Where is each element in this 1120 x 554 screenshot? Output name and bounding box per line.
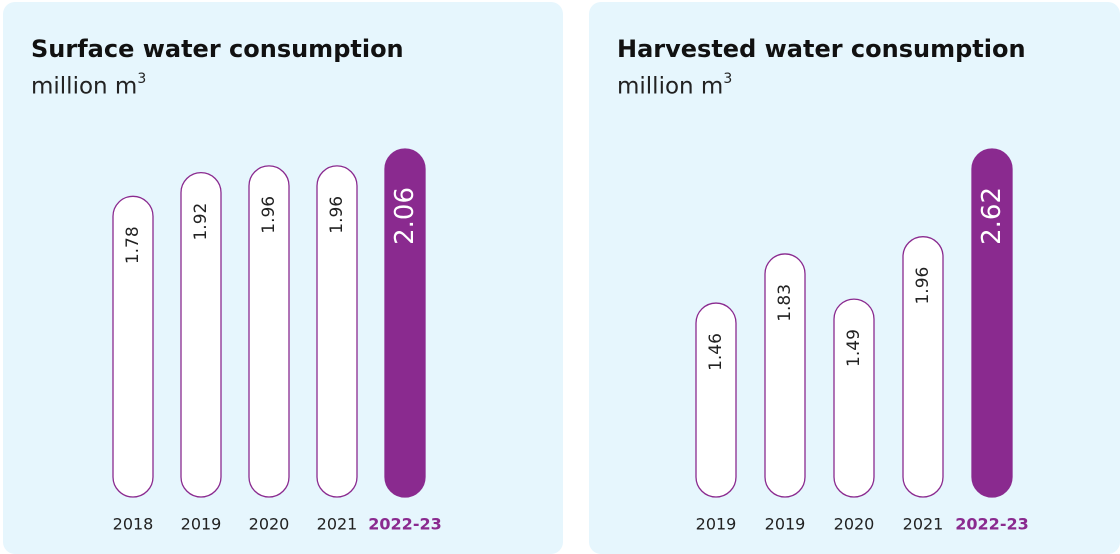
value-label: 1.92 xyxy=(191,203,211,241)
unit-label: million m3 xyxy=(617,71,733,100)
harvested-water-panel: Harvested water consumption million m3 1… xyxy=(589,2,1120,554)
value-label: 1.96 xyxy=(327,196,347,234)
bar-2019 xyxy=(764,253,806,498)
unit-superscript: 3 xyxy=(137,71,147,87)
category-label: 2019 xyxy=(696,515,737,534)
category-label: 2022-23 xyxy=(368,515,441,534)
value-label: 1.96 xyxy=(913,267,933,305)
chart-title: Harvested water consumption xyxy=(617,35,1026,63)
value-label: 2.62 xyxy=(977,187,1007,245)
bar-2019 xyxy=(695,302,737,498)
bar-2020 xyxy=(833,298,875,498)
value-label: 1.78 xyxy=(123,226,143,264)
category-label: 2022-23 xyxy=(955,515,1028,534)
value-label: 1.46 xyxy=(706,333,726,371)
category-label: 2021 xyxy=(903,515,944,534)
value-label: 1.83 xyxy=(775,284,795,322)
surface-water-bar-chart: 1.78 2018 1.92 2019 1.96 2020 1.96 2021 2.06 2022… xyxy=(112,148,442,534)
bar-2021 xyxy=(902,236,944,498)
unit-text: million m xyxy=(617,73,724,100)
bar-2022-23 xyxy=(971,148,1013,498)
unit-label: million m3 xyxy=(31,71,147,100)
value-label: 1.49 xyxy=(844,329,864,367)
unit-superscript: 3 xyxy=(723,71,733,87)
unit-text: million m xyxy=(31,73,138,100)
category-label: 2020 xyxy=(249,515,290,534)
category-label: 2019 xyxy=(765,515,806,534)
bar-2018 xyxy=(112,195,154,498)
bar-2022-23 xyxy=(384,148,426,498)
bar-2020 xyxy=(248,165,290,498)
bar-2019 xyxy=(180,172,222,498)
bar-2021 xyxy=(316,165,358,498)
category-label: 2018 xyxy=(113,515,154,534)
harvested-water-bar-chart: 1.46 2019 1.83 2019 1.49 2020 1.96 2021 2.62 2022… xyxy=(695,148,1029,534)
category-label: 2021 xyxy=(317,515,358,534)
value-label: 1.96 xyxy=(259,196,279,234)
category-label: 2020 xyxy=(834,515,875,534)
surface-water-panel: Surface water consumption million m3 1.7… xyxy=(3,2,563,554)
category-label: 2019 xyxy=(181,515,222,534)
chart-title: Surface water consumption xyxy=(31,35,404,63)
value-label: 2.06 xyxy=(390,187,420,245)
